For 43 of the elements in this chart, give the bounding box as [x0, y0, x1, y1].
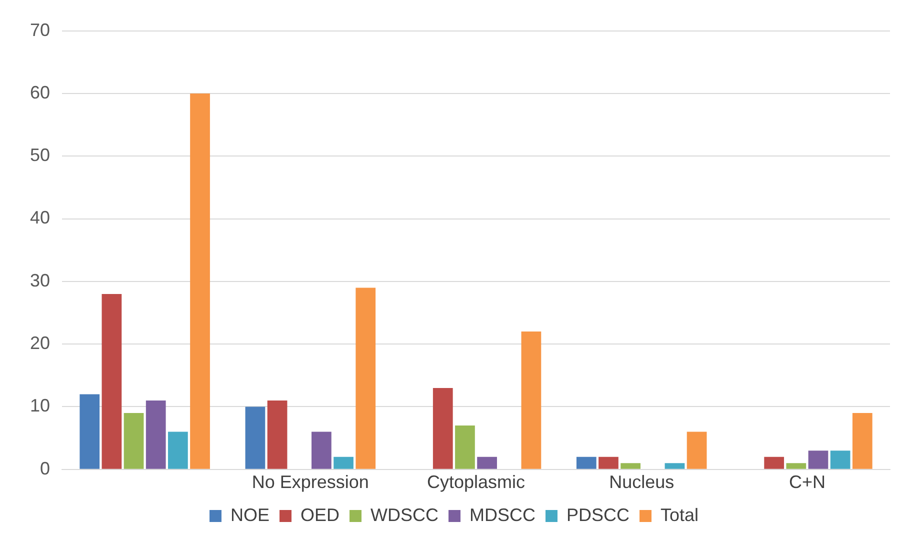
- bar: [808, 450, 828, 469]
- y-tick-label: 40: [30, 208, 50, 228]
- bar: [598, 456, 618, 469]
- y-tick-label: 10: [30, 396, 50, 416]
- bar: [455, 426, 475, 469]
- legend-label: Total: [660, 504, 699, 525]
- legend-label: WDSCC: [370, 504, 438, 525]
- bar: [124, 413, 144, 469]
- legend-label: OED: [300, 504, 340, 525]
- bar: [664, 463, 685, 469]
- bar: [620, 463, 641, 469]
- bar: [267, 400, 288, 469]
- y-tick-label: 20: [30, 333, 50, 354]
- legend-label: PDSCC: [566, 504, 630, 525]
- bar: [356, 288, 376, 469]
- bar: [521, 332, 542, 469]
- bar: [312, 432, 332, 469]
- bar: [477, 456, 497, 469]
- bar: [334, 456, 354, 469]
- bar: [830, 450, 850, 469]
- bar: [102, 294, 122, 469]
- bar: [786, 463, 806, 469]
- bar: [576, 456, 596, 469]
- bar: [686, 432, 707, 469]
- bar: [852, 413, 872, 469]
- x-tick-label: No Expression: [252, 472, 369, 492]
- bar: [245, 406, 266, 469]
- y-tick-label: 60: [30, 82, 50, 102]
- legend-label: NOE: [230, 504, 270, 525]
- y-tick-label: 50: [30, 145, 50, 166]
- bar: [432, 388, 453, 469]
- legend-label: MDSCC: [469, 504, 536, 525]
- y-tick-label: 30: [30, 270, 50, 290]
- y-tick-label: 0: [40, 458, 50, 478]
- bar: [168, 432, 188, 469]
- y-tick-label: 70: [30, 20, 50, 40]
- bar: [146, 400, 166, 469]
- bar: [190, 93, 210, 469]
- x-tick-label: Cytoplasmic: [426, 472, 526, 492]
- x-tick-label: Nucleus: [609, 472, 674, 492]
- bar: [80, 394, 100, 469]
- bar: [764, 456, 784, 469]
- x-tick-label: C+N: [788, 472, 826, 492]
